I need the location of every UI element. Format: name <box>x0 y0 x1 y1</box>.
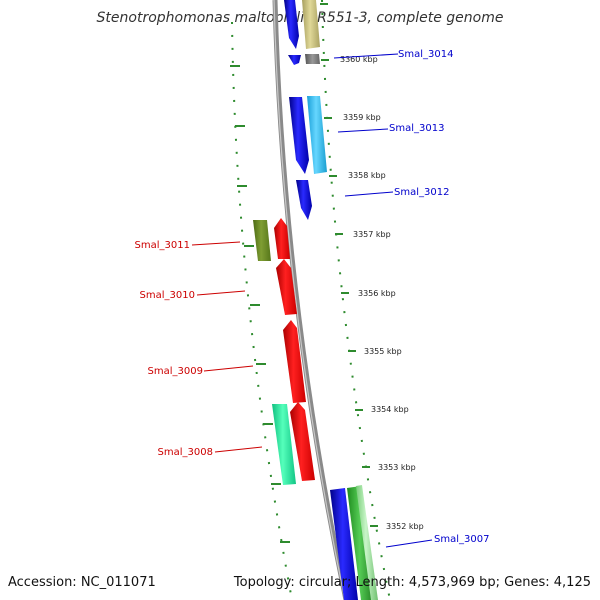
kbp-label: 3357 kbp <box>353 230 391 239</box>
genome-backbone <box>272 0 349 600</box>
map-title: Stenotrophomonas maltophilia R551-3, com… <box>97 10 504 26</box>
leader-line <box>337 128 389 133</box>
leader-line <box>203 365 254 372</box>
gene-block-lightgreen[interactable] <box>356 485 378 600</box>
kbp-label: 3352 kbp <box>386 522 424 531</box>
gene-block-blue[interactable] <box>284 0 299 49</box>
kbp-label: 3354 kbp <box>371 405 409 414</box>
gene-block-cyan[interactable] <box>307 96 327 174</box>
gene-label-smal-3008[interactable]: Smal_3008 <box>158 447 213 458</box>
gene-label-smal-3013[interactable]: Smal_3013 <box>389 123 444 134</box>
gene-block-olive[interactable] <box>253 220 271 261</box>
kbp-label: 3355 kbp <box>364 347 402 356</box>
gene-block-blue[interactable] <box>289 97 309 174</box>
gene-block-blue-small[interactable] <box>288 55 301 65</box>
gene-block-red[interactable] <box>276 259 297 315</box>
kbp-label: 3360 kbp <box>340 55 378 64</box>
gene-block-mint[interactable] <box>272 404 296 485</box>
kbp-label: 3353 kbp <box>378 463 416 472</box>
gene-label-smal-3014[interactable]: Smal_3014 <box>398 49 453 60</box>
gene-block-red[interactable] <box>274 218 290 259</box>
gene-label-smal-3012[interactable]: Smal_3012 <box>394 187 449 198</box>
gene-label-smal-3009[interactable]: Smal_3009 <box>148 366 203 377</box>
kbp-label: 3358 kbp <box>348 171 386 180</box>
leader-line <box>196 290 246 296</box>
gene-block-red[interactable] <box>290 402 315 481</box>
accession-text: Accession: NC_011071 <box>8 575 156 590</box>
genome-summary-text: Topology: circular; Length: 4,573,969 bp… <box>233 575 591 590</box>
gene-block-khaki[interactable] <box>302 0 320 49</box>
gene-label-smal-3010[interactable]: Smal_3010 <box>140 290 195 301</box>
inner-tick-ring <box>230 21 293 600</box>
gene-block-gray[interactable] <box>305 54 320 64</box>
leader-line <box>344 191 394 197</box>
leader-line <box>214 446 263 453</box>
kbp-label: 3356 kbp <box>358 289 396 298</box>
outer-tick-ring <box>320 0 391 600</box>
gene-block-red[interactable] <box>283 320 306 403</box>
gene-label-smal-3007[interactable]: Smal_3007 <box>434 534 489 545</box>
leader-line <box>333 53 399 59</box>
leader-line <box>385 539 433 548</box>
gene-label-smal-3011[interactable]: Smal_3011 <box>135 240 190 251</box>
gene-block-blue[interactable] <box>330 488 358 600</box>
gene-block-blue[interactable] <box>296 180 312 220</box>
kbp-label: 3359 kbp <box>343 113 381 122</box>
leader-line <box>191 241 241 246</box>
